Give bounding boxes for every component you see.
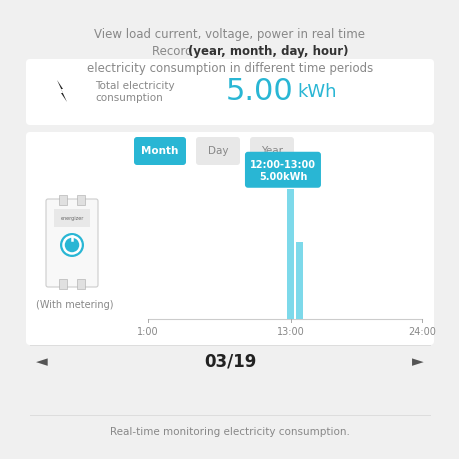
Text: (year, month, day, hour): (year, month, day, hour) [188,45,348,58]
Bar [77,196,85,206]
Text: 1:00: 1:00 [137,326,158,336]
Bar [59,196,67,206]
FancyBboxPatch shape [249,138,293,166]
FancyBboxPatch shape [26,60,433,126]
Text: consumption: consumption [95,93,162,103]
Bar [295,242,302,319]
FancyBboxPatch shape [26,133,433,345]
Bar [59,280,67,289]
Polygon shape [57,81,67,103]
Bar [77,280,85,289]
Text: 12:00-13:00: 12:00-13:00 [249,160,315,170]
Text: 13:00: 13:00 [276,326,304,336]
Bar [54,210,90,228]
Text: energizer: energizer [60,216,84,221]
Text: 5.00kWh: 5.00kWh [258,172,307,182]
Text: (With metering): (With metering) [36,299,113,309]
Text: 5.00: 5.00 [225,77,292,106]
Text: Real-time monitoring electricity consumption.: Real-time monitoring electricity consump… [110,426,349,436]
Bar [287,190,294,319]
Text: ◄: ◄ [36,354,48,369]
Text: ►: ► [411,354,423,369]
Text: kWh: kWh [297,83,336,101]
Text: Day: Day [207,146,228,156]
FancyBboxPatch shape [134,138,185,166]
Text: electricity consumption in different time periods: electricity consumption in different tim… [87,62,372,75]
Circle shape [60,234,84,257]
Text: Record: Record [151,45,196,58]
Text: Year: Year [260,146,282,156]
Text: Total electricity: Total electricity [95,81,174,91]
FancyBboxPatch shape [46,200,98,287]
FancyBboxPatch shape [245,152,320,188]
Text: 03/19: 03/19 [203,352,256,370]
Text: 24:00: 24:00 [407,326,435,336]
Text: Month: Month [141,146,178,156]
FancyBboxPatch shape [196,138,240,166]
Text: View load current, voltage, power in real time: View load current, voltage, power in rea… [94,28,365,41]
